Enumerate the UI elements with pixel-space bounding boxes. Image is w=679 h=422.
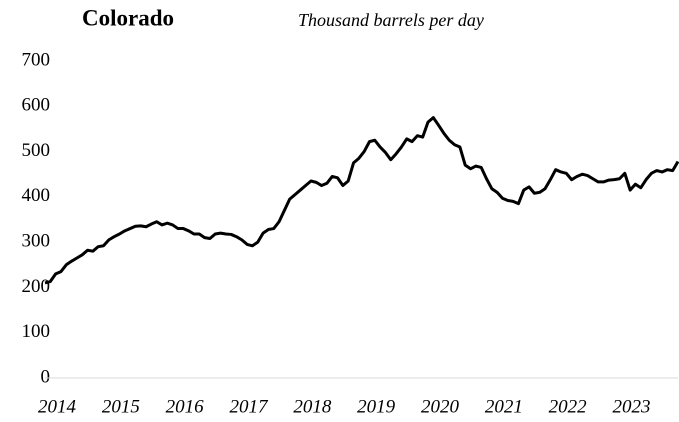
y-tick-label: 300 — [22, 231, 51, 252]
y-tick-label: 700 — [22, 49, 51, 70]
y-tick-label: 400 — [22, 185, 51, 206]
x-tick-label: 2021 — [485, 396, 523, 417]
y-tick-label: 100 — [22, 321, 51, 342]
x-tick-label: 2023 — [612, 396, 650, 417]
y-tick-label: 0 — [41, 366, 51, 387]
x-tick-label: 2019 — [357, 396, 396, 417]
data-line — [44, 116, 679, 285]
x-tick-label: 2015 — [102, 396, 140, 417]
x-tick-label: 2016 — [166, 396, 205, 417]
x-tick-label: 2022 — [549, 396, 588, 417]
y-tick-label: 200 — [22, 276, 51, 297]
y-tick-label: 600 — [22, 95, 51, 116]
x-tick-label: 2014 — [38, 396, 77, 417]
x-tick-label: 2018 — [293, 396, 332, 417]
chart-title: Colorado — [82, 5, 174, 30]
x-tick-label: 2020 — [421, 396, 460, 417]
x-tick-label: 2017 — [229, 396, 268, 417]
chart-subtitle: Thousand barrels per day — [298, 10, 484, 30]
y-tick-label: 500 — [22, 140, 51, 161]
